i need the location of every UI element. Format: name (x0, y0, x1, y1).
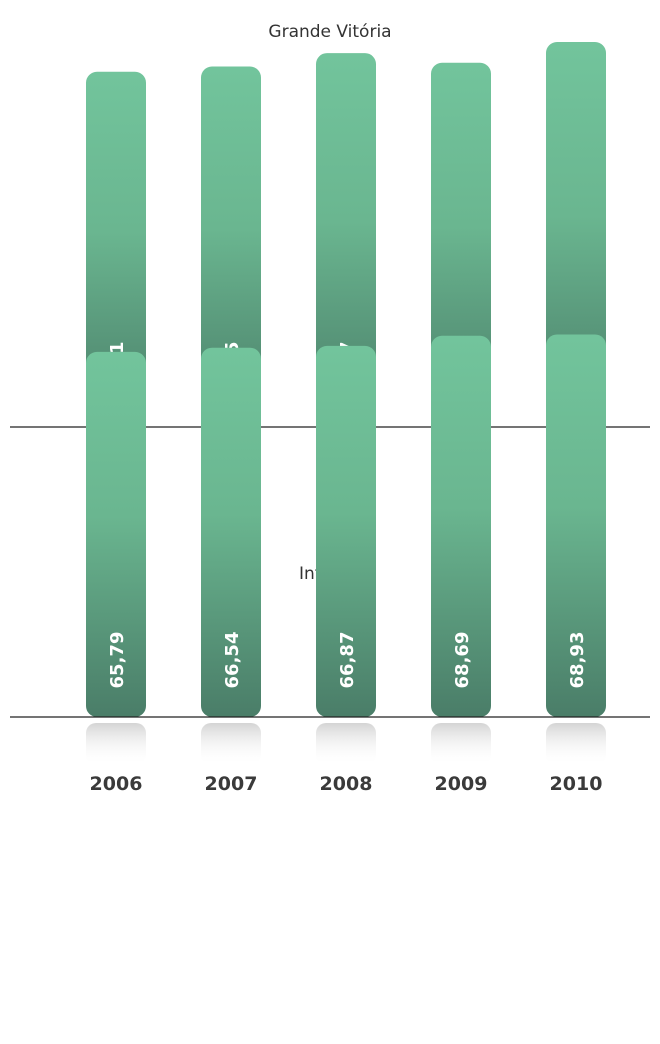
bar-reflection (86, 723, 146, 765)
bar-2010 (546, 334, 606, 717)
bar-reflections (86, 723, 606, 765)
tick-label: 2006 (90, 773, 143, 795)
data-label: 65,79 (107, 632, 128, 689)
bar-2007 (201, 347, 261, 717)
bar-2007 (201, 66, 261, 428)
bar-2008 (316, 53, 376, 427)
tick-label: 2010 (550, 773, 603, 795)
bar-2008 (316, 345, 376, 717)
bar-reflection (201, 723, 261, 765)
data-label: 66,87 (337, 632, 358, 689)
bar-2009 (431, 335, 491, 717)
chart-title: Grande Vitória (268, 22, 391, 42)
tick-label: 2007 (205, 773, 258, 795)
bar-2006 (86, 71, 146, 427)
bars (86, 334, 606, 717)
bar-reflection (546, 723, 606, 765)
bar-reflection (316, 723, 376, 765)
data-label: 68,69 (452, 632, 473, 689)
bar-2006 (86, 351, 146, 717)
bar-2010 (546, 42, 606, 427)
data-label: 68,93 (567, 632, 588, 689)
x-tick-labels: 2006 2007 2008 2009 2010 (90, 773, 603, 795)
data-label: 66,54 (222, 632, 243, 689)
bar-reflection (431, 723, 491, 765)
tick-label: 2009 (435, 773, 488, 795)
tick-label: 2008 (320, 773, 373, 795)
value-labels: 65,79 66,54 66,87 68,69 68,93 (107, 632, 588, 689)
